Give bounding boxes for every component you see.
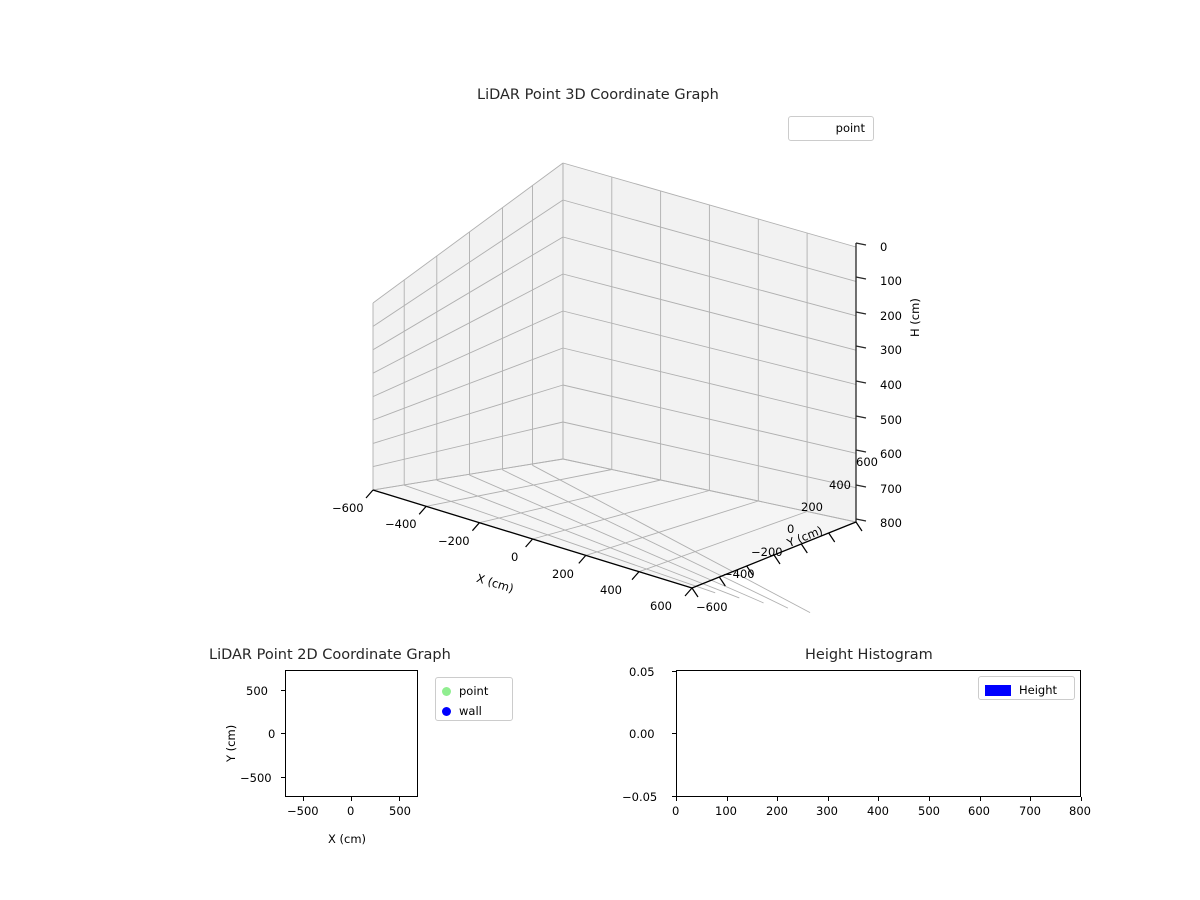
height-patch-icon (985, 684, 1011, 696)
pane-floor (373, 459, 856, 588)
xh-tickmark-300 (827, 797, 829, 801)
xh-tick-700: 700 (1019, 804, 1041, 818)
y2d-axis-label: Y (cm) (224, 724, 238, 762)
xh-tick-0: 0 (672, 804, 680, 818)
z-tick-600: 600 (880, 447, 902, 461)
x-tick--600: −600 (332, 501, 364, 515)
z-tick-400: 400 (880, 378, 902, 392)
xh-tickmark-500 (929, 797, 930, 801)
y2d-tick-0: 0 (268, 727, 276, 741)
legend-2d-label-wall: wall (459, 704, 482, 718)
legend-2d-row-wall[interactable]: wall (442, 701, 506, 721)
x2d-tickmark--500 (303, 797, 304, 801)
panel-2d-title: LiDAR Point 2D Coordinate Graph (209, 647, 451, 663)
panel-hist-title: Height Histogram (805, 647, 933, 663)
xh-tick-400: 400 (867, 804, 889, 818)
y-tick-200: 200 (801, 500, 823, 514)
lidar-3d-axes[interactable]: 0 100 200 300 400 500 600 700 800 H (cm)… (300, 110, 922, 630)
wall-marker-icon (442, 706, 451, 716)
yh-tick--0.05: −0.05 (622, 790, 658, 804)
pane-left (373, 163, 563, 490)
y-tick-0: 0 (787, 522, 795, 536)
legend-3d[interactable]: point (788, 116, 874, 141)
xh-tick-800: 800 (1069, 804, 1091, 818)
z-axis-label: H (cm) (908, 298, 922, 337)
axis-x-ticks (365, 489, 693, 597)
grid-right-horizontal (562, 162, 857, 523)
y-tick--600: −600 (696, 600, 728, 614)
y-tick-400: 400 (829, 478, 851, 492)
y2d-tick--500: −500 (240, 771, 272, 785)
legend-hist-row-height[interactable]: Height (985, 680, 1068, 700)
x-tick--200: −200 (438, 534, 470, 548)
xh-tickmark-100 (726, 797, 728, 801)
z-tick-800: 800 (880, 516, 902, 530)
x-tick-400: 400 (600, 583, 622, 597)
y2d-tickmark-0 (281, 733, 285, 734)
xh-tick-500: 500 (918, 804, 940, 818)
xh-tick-600: 600 (968, 804, 990, 818)
legend-hist-label-height: Height (1019, 683, 1058, 697)
y-tick--200: −200 (751, 545, 783, 559)
legend-3d-entry-point: point (835, 121, 865, 135)
x-tick-0: 0 (511, 550, 519, 564)
x2d-tick-500: 500 (389, 804, 411, 818)
z-tick-700: 700 (880, 482, 902, 496)
x2d-tickmark-500 (399, 797, 400, 801)
x2d-tickmark-0 (351, 797, 352, 801)
y2d-tickmark-500 (281, 690, 285, 691)
x-tick--400: −400 (385, 517, 417, 531)
yh-tickmark-0.00 (672, 733, 676, 734)
x-tick-200: 200 (552, 567, 574, 581)
xh-tickmark-200 (777, 797, 779, 801)
z-tick-500: 500 (880, 413, 902, 427)
z-tick-300: 300 (880, 343, 902, 357)
x2d-tick--500: −500 (287, 804, 319, 818)
x2d-tick-0: 0 (347, 804, 355, 818)
z-tick-0: 0 (880, 240, 888, 254)
yh-tickmark--0.05 (672, 796, 676, 797)
x2d-axis-label: X (cm) (328, 832, 367, 846)
axes-3d-canvas (365, 162, 867, 613)
y-tick-600: 600 (856, 455, 878, 469)
y2d-tick-500: 500 (246, 684, 268, 698)
xh-tickmark-0 (676, 797, 677, 801)
yh-tickmark-0.05 (672, 671, 676, 672)
y-tick--400: −400 (723, 567, 755, 581)
lidar-2d-axes[interactable] (285, 670, 418, 797)
yh-tick-0.00: 0.00 (629, 727, 655, 741)
panel-3d-title: LiDAR Point 3D Coordinate Graph (477, 87, 719, 103)
x-tick-600: 600 (650, 599, 672, 613)
z-tick-200: 200 (880, 309, 902, 323)
axis-y-ticks (691, 521, 863, 598)
xh-tickmark-800 (1080, 797, 1082, 801)
xh-tickmark-600 (979, 797, 981, 801)
yh-tick-0.05: 0.05 (629, 665, 655, 679)
xh-tick-300: 300 (816, 804, 838, 818)
y2d-tickmark--500 (281, 777, 285, 778)
legend-2d[interactable]: point wall (435, 677, 513, 721)
legend-2d-label-point: point (459, 684, 489, 698)
axis-z-ticks (855, 242, 867, 522)
xh-tickmark-700 (1030, 797, 1032, 801)
xh-tick-200: 200 (766, 804, 788, 818)
legend-2d-row-point[interactable]: point (442, 681, 506, 701)
xh-tick-100: 100 (715, 804, 737, 818)
xh-tickmark-400 (878, 797, 880, 801)
z-tick-100: 100 (880, 274, 902, 288)
legend-histogram[interactable]: Height (978, 676, 1075, 700)
point-marker-icon (442, 686, 451, 696)
